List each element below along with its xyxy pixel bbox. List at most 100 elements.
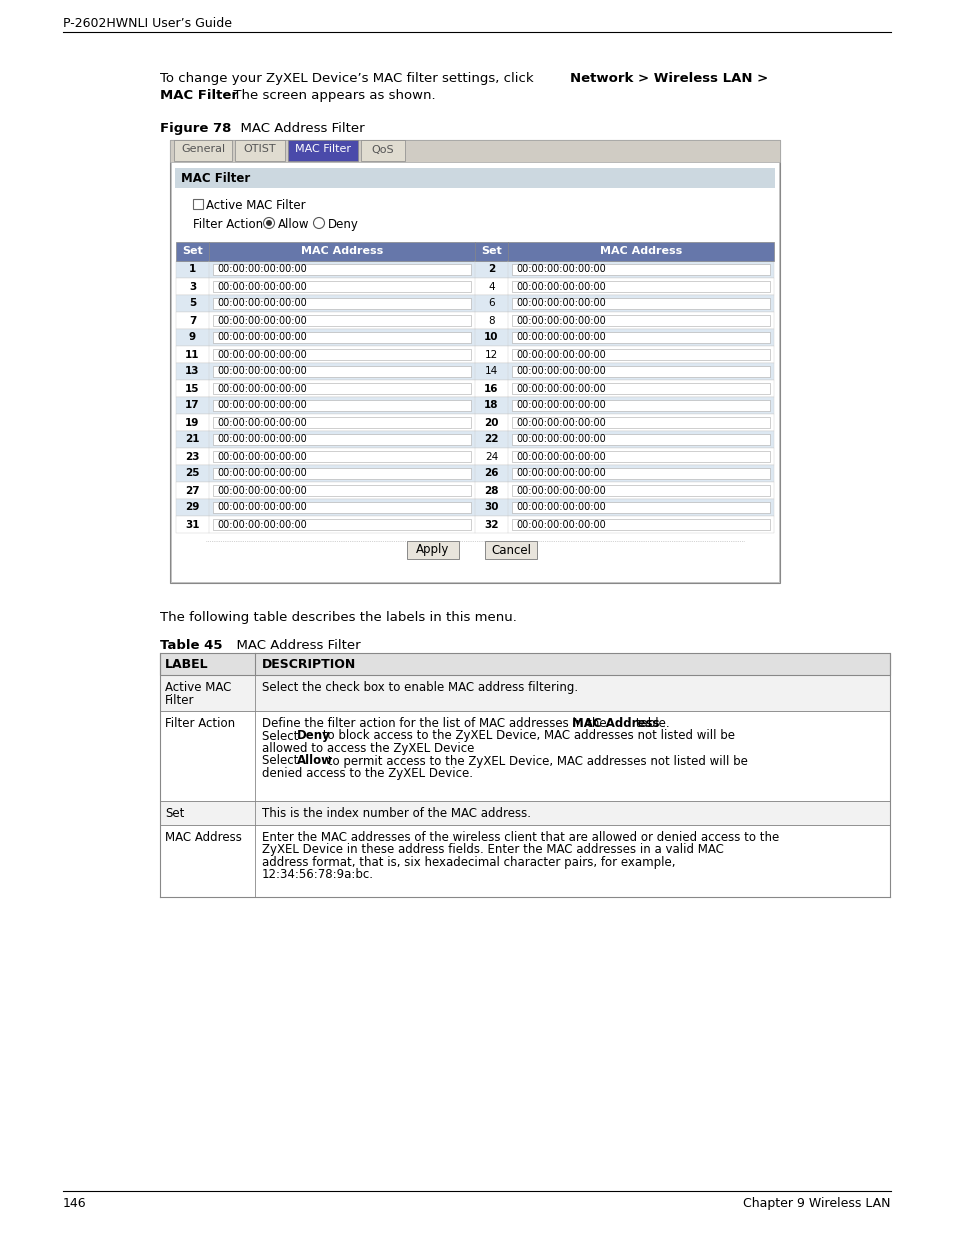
Bar	[484, 541, 537, 559]
Text: OTIST: OTIST	[243, 144, 276, 154]
Text: 17: 17	[185, 400, 199, 410]
Text: 23: 23	[185, 452, 199, 462]
Text: 29: 29	[185, 503, 199, 513]
Text: Apply: Apply	[416, 543, 449, 557]
Text: 13: 13	[185, 367, 199, 377]
Bar	[512, 501, 769, 513]
Bar	[175, 482, 773, 499]
Text: 00:00:00:00:00:00: 00:00:00:00:00:00	[516, 452, 605, 462]
Text: 00:00:00:00:00:00: 00:00:00:00:00:00	[516, 417, 605, 427]
Text: LABEL: LABEL	[165, 658, 209, 671]
Text: 00:00:00:00:00:00: 00:00:00:00:00:00	[216, 332, 307, 342]
Bar	[512, 332, 769, 343]
Text: 14: 14	[484, 367, 497, 377]
Bar	[213, 332, 471, 343]
Bar	[213, 298, 471, 309]
Bar	[175, 448, 773, 466]
Bar	[512, 485, 769, 496]
Text: Set: Set	[182, 247, 203, 257]
Bar	[512, 433, 769, 445]
Bar	[175, 242, 773, 261]
Text: Deny: Deny	[296, 730, 331, 742]
Text: 18: 18	[484, 400, 498, 410]
Bar	[193, 199, 203, 209]
Bar	[160, 676, 889, 711]
Bar	[160, 802, 889, 825]
Bar	[407, 541, 458, 559]
Bar	[213, 485, 471, 496]
Text: QoS: QoS	[372, 144, 394, 154]
Text: MAC Filter: MAC Filter	[294, 144, 351, 154]
Text: 00:00:00:00:00:00: 00:00:00:00:00:00	[516, 468, 605, 478]
Text: 00:00:00:00:00:00: 00:00:00:00:00:00	[516, 315, 605, 326]
Bar	[512, 350, 769, 359]
Text: 3: 3	[189, 282, 196, 291]
Bar	[213, 315, 471, 326]
Text: This is the index number of the MAC address.: This is the index number of the MAC addr…	[262, 806, 531, 820]
Text: 00:00:00:00:00:00: 00:00:00:00:00:00	[216, 350, 307, 359]
Bar	[213, 264, 471, 275]
Text: table.: table.	[632, 718, 669, 730]
Text: 00:00:00:00:00:00: 00:00:00:00:00:00	[216, 452, 307, 462]
Text: 1: 1	[189, 264, 196, 274]
Text: 00:00:00:00:00:00: 00:00:00:00:00:00	[216, 315, 307, 326]
Text: 27: 27	[185, 485, 199, 495]
Text: Chapter 9 Wireless LAN: Chapter 9 Wireless LAN	[742, 1197, 890, 1210]
Bar	[170, 140, 780, 162]
Bar	[512, 383, 769, 394]
Text: 00:00:00:00:00:00: 00:00:00:00:00:00	[516, 503, 605, 513]
Text: 10: 10	[484, 332, 498, 342]
Text: 00:00:00:00:00:00: 00:00:00:00:00:00	[216, 264, 307, 274]
Text: 24: 24	[484, 452, 497, 462]
Text: 00:00:00:00:00:00: 00:00:00:00:00:00	[516, 332, 605, 342]
Text: 00:00:00:00:00:00: 00:00:00:00:00:00	[216, 417, 307, 427]
Bar	[175, 396, 773, 414]
Text: 00:00:00:00:00:00: 00:00:00:00:00:00	[516, 485, 605, 495]
Text: Cancel: Cancel	[491, 543, 531, 557]
Text: . The screen appears as shown.: . The screen appears as shown.	[225, 89, 436, 103]
Text: Select: Select	[262, 730, 302, 742]
Text: MAC Address: MAC Address	[572, 718, 659, 730]
Text: Table 45: Table 45	[160, 638, 222, 652]
Circle shape	[314, 217, 324, 228]
Text: Active MAC Filter: Active MAC Filter	[206, 199, 305, 212]
Bar	[213, 366, 471, 377]
Text: 22: 22	[484, 435, 498, 445]
Text: 11: 11	[185, 350, 199, 359]
Bar	[512, 298, 769, 309]
Bar	[213, 501, 471, 513]
Text: 00:00:00:00:00:00: 00:00:00:00:00:00	[516, 299, 605, 309]
Bar	[234, 140, 285, 161]
Text: 2: 2	[487, 264, 495, 274]
Text: Allow: Allow	[277, 219, 309, 231]
Text: Set: Set	[480, 247, 501, 257]
Text: 00:00:00:00:00:00: 00:00:00:00:00:00	[216, 503, 307, 513]
Text: Figure 78: Figure 78	[160, 122, 232, 135]
Text: Filter: Filter	[165, 694, 194, 706]
Text: Filter Action: Filter Action	[193, 219, 263, 231]
Text: 21: 21	[185, 435, 199, 445]
Text: 00:00:00:00:00:00: 00:00:00:00:00:00	[216, 468, 307, 478]
Bar	[512, 366, 769, 377]
Text: denied access to the ZyXEL Device.: denied access to the ZyXEL Device.	[262, 767, 473, 781]
Bar	[175, 380, 773, 396]
Text: 00:00:00:00:00:00: 00:00:00:00:00:00	[516, 367, 605, 377]
Text: P-2602HWNLI User’s Guide: P-2602HWNLI User’s Guide	[63, 17, 232, 30]
Text: 31: 31	[185, 520, 199, 530]
Text: 9: 9	[189, 332, 196, 342]
Text: 00:00:00:00:00:00: 00:00:00:00:00:00	[216, 435, 307, 445]
Bar	[160, 711, 889, 802]
Text: Deny: Deny	[328, 219, 358, 231]
Bar	[512, 451, 769, 462]
Text: 146: 146	[63, 1197, 87, 1210]
Text: General: General	[181, 144, 225, 154]
Text: 8: 8	[488, 315, 495, 326]
Text: Select: Select	[262, 755, 302, 767]
Bar	[173, 140, 232, 161]
Bar	[175, 516, 773, 534]
Text: 6: 6	[488, 299, 495, 309]
Text: MAC Filter: MAC Filter	[160, 89, 237, 103]
Circle shape	[266, 220, 272, 226]
Text: MAC Filter: MAC Filter	[181, 172, 250, 185]
Text: 00:00:00:00:00:00: 00:00:00:00:00:00	[216, 282, 307, 291]
